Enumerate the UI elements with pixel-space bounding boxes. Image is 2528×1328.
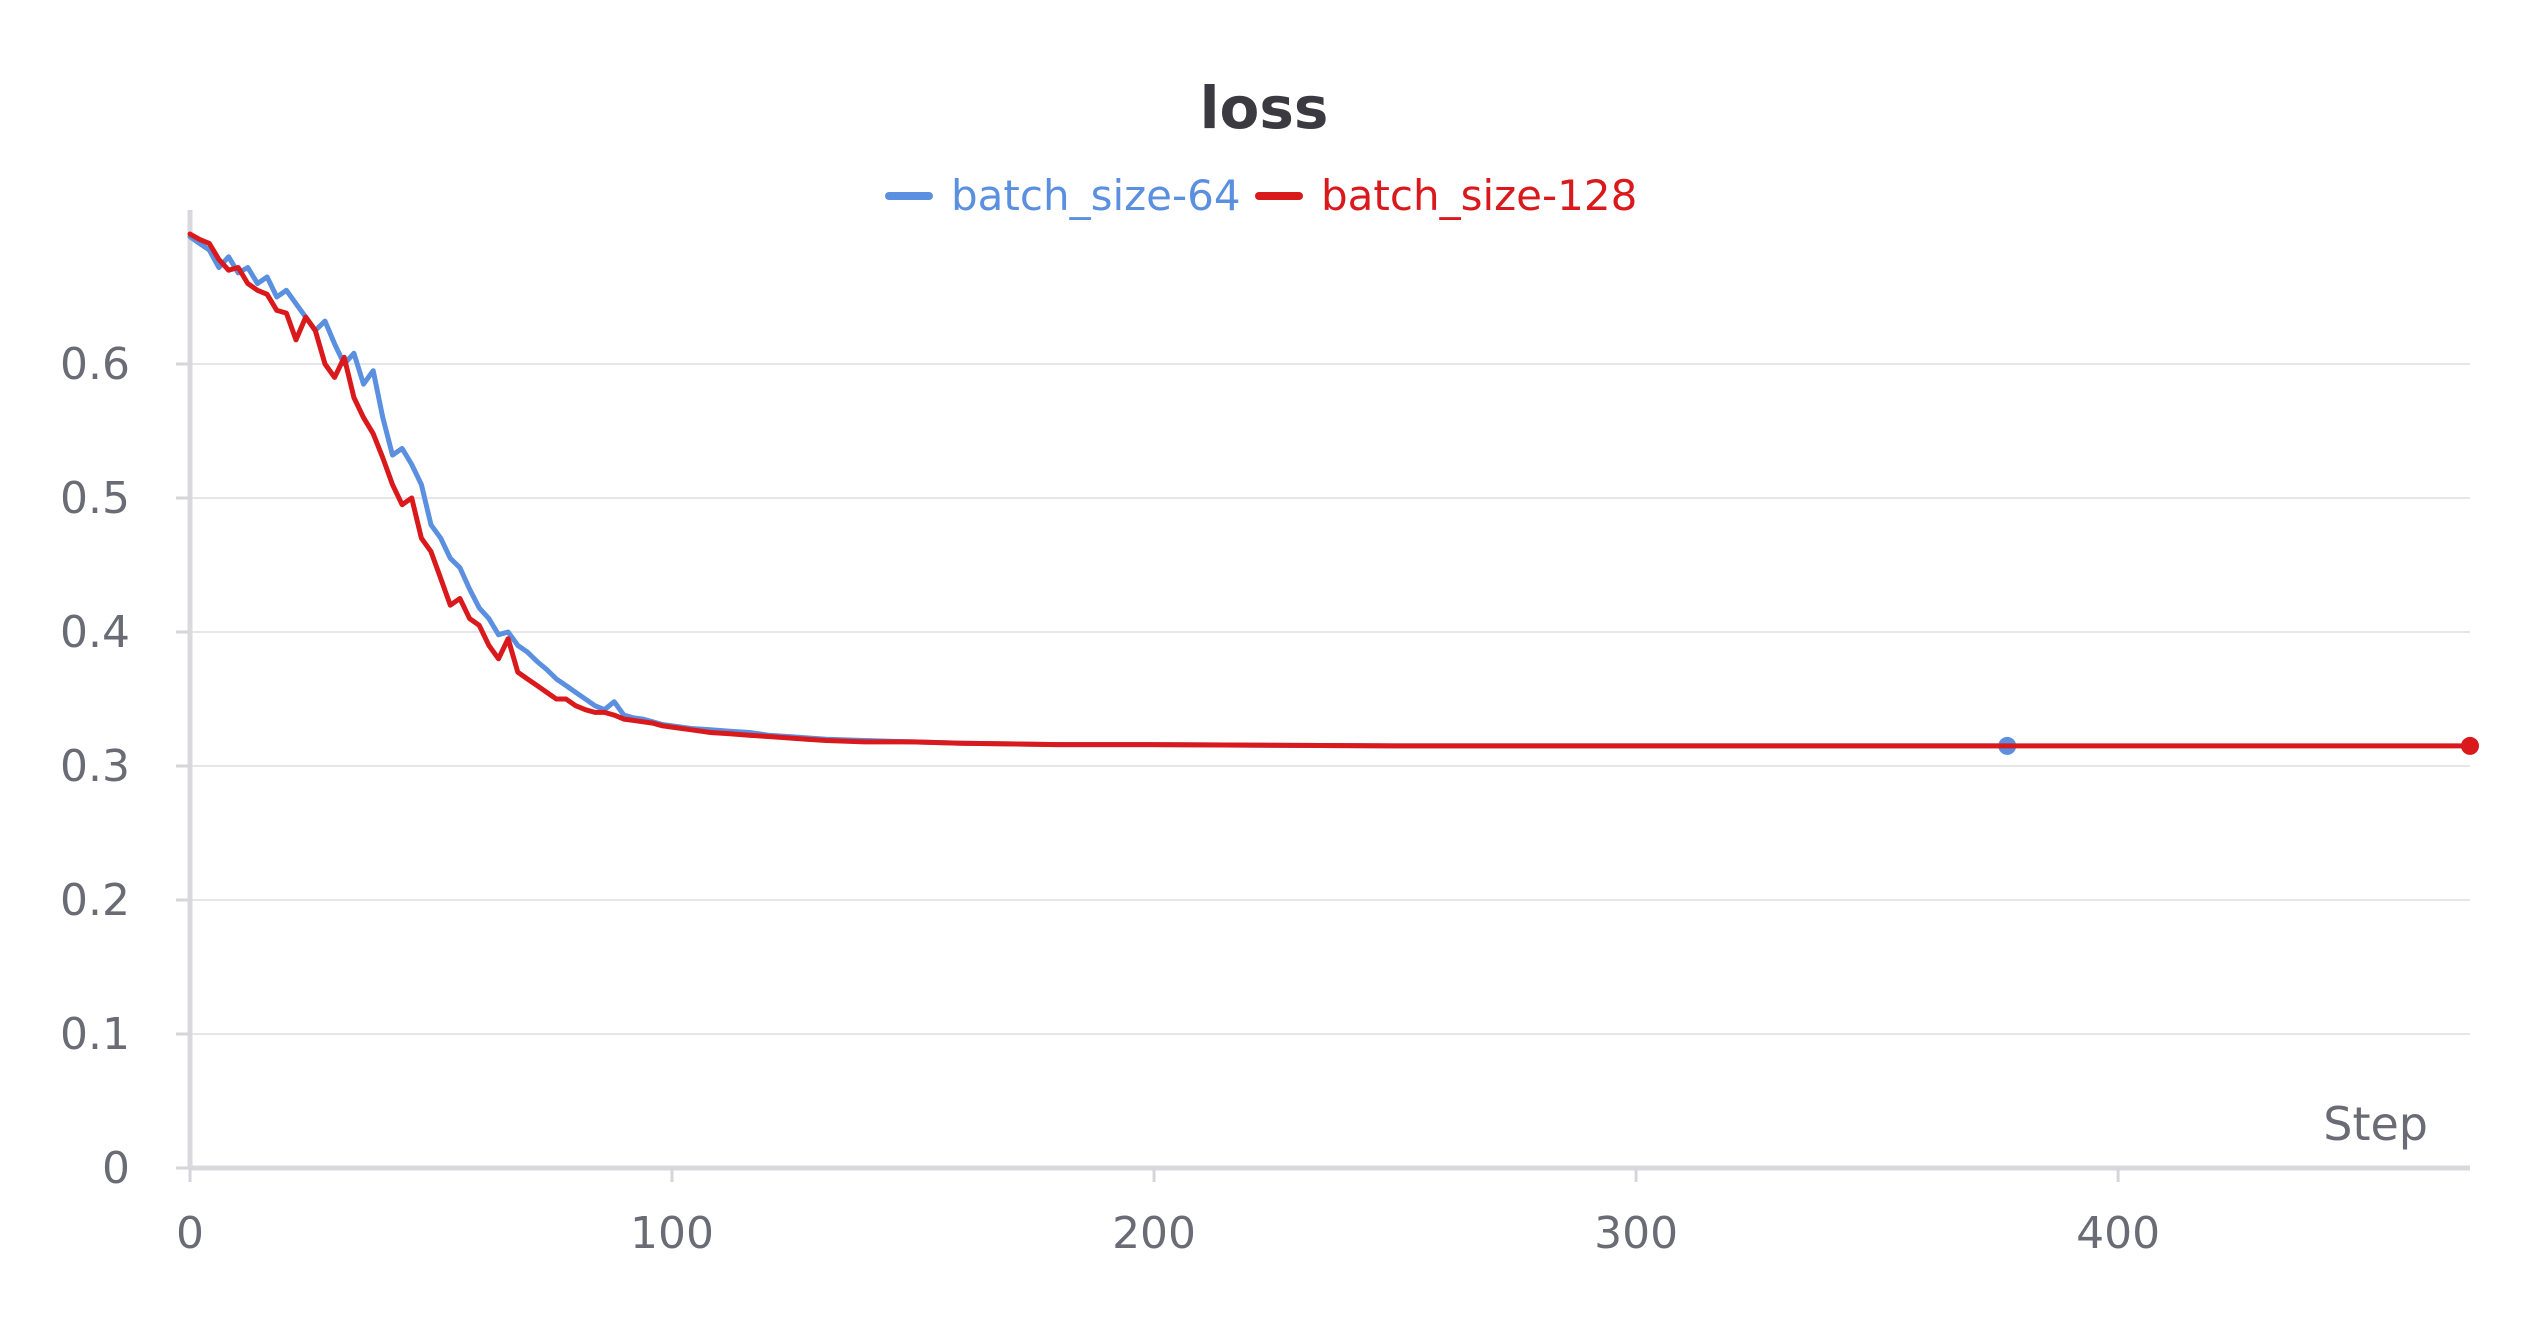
grid bbox=[190, 363, 2470, 1035]
x-tick-label: 100 bbox=[630, 1208, 714, 1259]
chart-title: loss bbox=[1200, 74, 1329, 142]
x-tick-label: 400 bbox=[2076, 1208, 2160, 1259]
x-tick-label: 300 bbox=[1594, 1208, 1678, 1259]
x-tick-label: 200 bbox=[1112, 1208, 1196, 1259]
y-tick-label: 0.4 bbox=[60, 607, 130, 658]
y-tick-label: 0.1 bbox=[60, 1009, 130, 1060]
series-group bbox=[187, 231, 2479, 755]
y-tick-label: 0 bbox=[102, 1143, 130, 1194]
series-line-batch-size-64 bbox=[187, 234, 2010, 749]
x-axis-title: Step bbox=[2323, 1097, 2428, 1151]
y-tick-label: 0.5 bbox=[60, 473, 130, 524]
x-tick-label: 0 bbox=[176, 1208, 204, 1259]
y-tick-label: 0.2 bbox=[60, 875, 130, 926]
legend-label: batch_size-128 bbox=[1321, 171, 1637, 220]
y-tick-label: 0.6 bbox=[60, 339, 130, 390]
series-end-marker bbox=[2461, 736, 2479, 755]
y-tick-label: 0.3 bbox=[60, 741, 130, 792]
axes: 0 0.1 0.2 0.3 0.4 0.5 0.6 0 100 200 300 400 bbox=[60, 210, 2470, 1259]
legend-label: batch_size-64 bbox=[951, 171, 1241, 220]
legend: batch_size-64 batch_size-128 bbox=[885, 171, 1637, 220]
series-line-batch-size-128 bbox=[187, 231, 2473, 749]
